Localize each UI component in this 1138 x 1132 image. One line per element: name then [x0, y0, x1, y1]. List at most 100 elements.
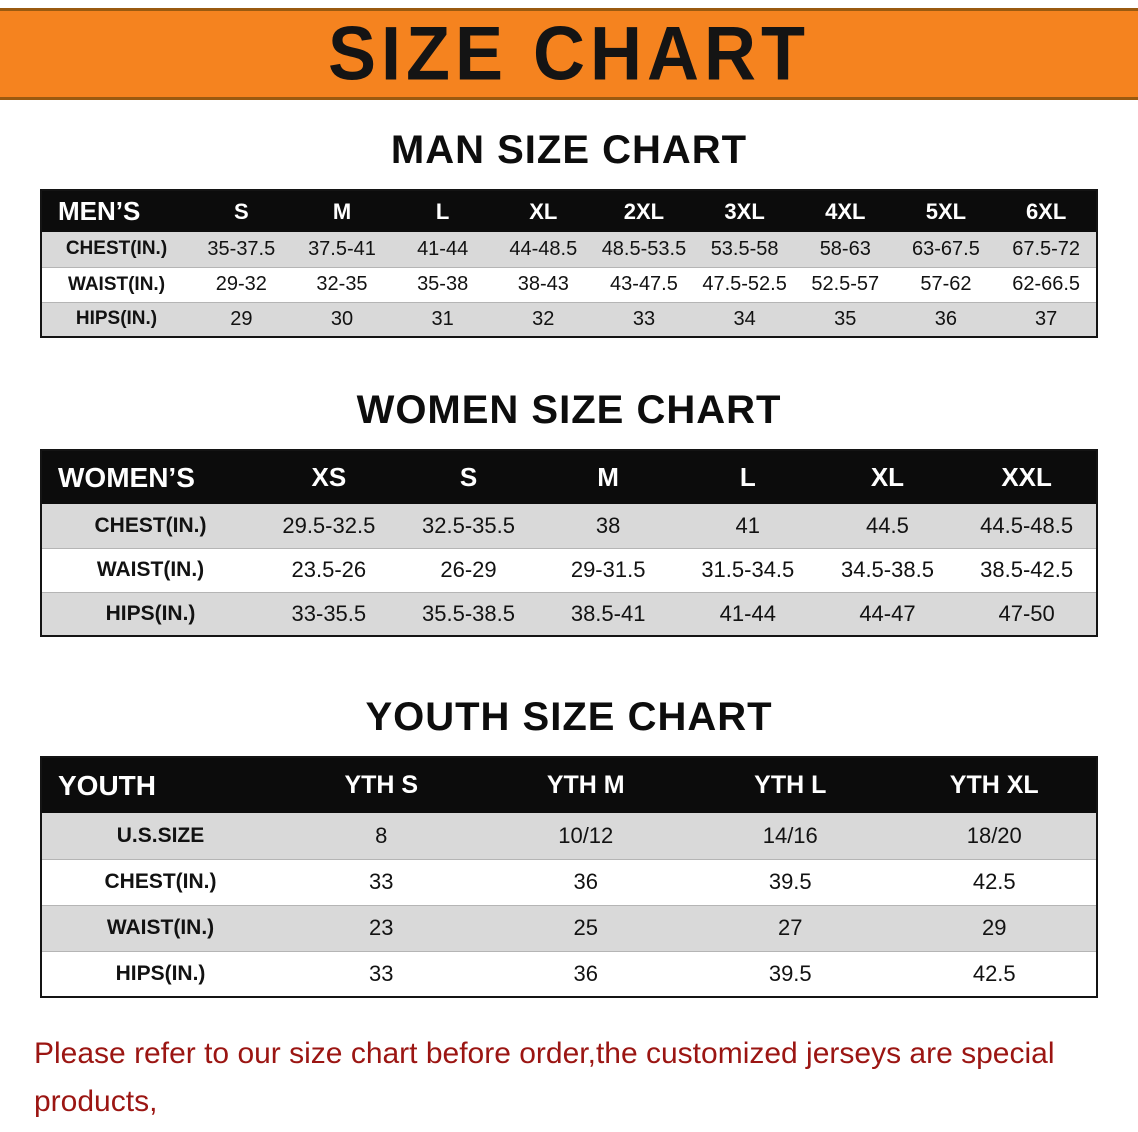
size-value-cell: 53.5-58	[710, 237, 779, 260]
table-title-cell: YOUTH	[58, 769, 156, 801]
size-value-cell: 31	[431, 307, 454, 330]
size-value-cell: 38.5-42.5	[980, 557, 1074, 582]
size-value-cell: 29-32	[215, 273, 267, 295]
size-value-cell: 42.5	[972, 869, 1016, 894]
page-title: SIZE CHART	[328, 11, 810, 97]
size-column-header: 4XL	[825, 198, 866, 224]
size-value-cell: 57-62	[920, 273, 972, 295]
size-value-cell: 39.5	[768, 960, 812, 986]
size-value-cell: 52.5-57	[811, 273, 880, 295]
size-column-header: 6XL	[1025, 198, 1067, 224]
table-row: WAIST(IN.) 23 25 27 29	[41, 905, 1097, 951]
size-value-cell: 36	[934, 307, 958, 330]
size-value-cell: 41	[735, 512, 761, 538]
size-value-cell: 48.5-53.5	[601, 237, 687, 260]
size-value-cell: 29-31.5	[570, 557, 646, 582]
size-value-cell: 44-47	[859, 600, 916, 626]
size-value-cell: 37	[1035, 307, 1058, 330]
size-value-cell: 33-35.5	[291, 600, 367, 626]
size-value-cell: 47-50	[998, 600, 1055, 626]
size-value-cell: 47.5-52.5	[702, 273, 787, 295]
size-column-header: L	[435, 198, 450, 224]
size-value-cell: 14/16	[762, 822, 818, 848]
size-value-cell: 41-44	[719, 600, 776, 626]
row-label-cell: CHEST(IN.)	[104, 870, 217, 893]
footer-note: Please refer to our size chart before or…	[0, 1030, 1138, 1132]
size-value-cell: 42.5	[972, 960, 1016, 986]
size-column-header: YTH L	[754, 771, 827, 799]
size-column-header: XL	[529, 198, 558, 224]
footer-line-2: we don’t accept cancel, change, teturn o…	[34, 1126, 1104, 1132]
row-label-cell: CHEST(IN.)	[94, 513, 207, 537]
size-value-cell: 33	[369, 869, 394, 894]
size-value-cell: 43-47.5	[610, 273, 678, 295]
footer-line-1: Please refer to our size chart before or…	[34, 1037, 1055, 1118]
row-label-cell: U.S.SIZE	[116, 823, 205, 847]
table-title-cell: MEN’S	[58, 196, 141, 226]
size-value-cell: 27	[778, 915, 803, 940]
table-row: HIPS(IN.) 33 36 39.5 42.5	[41, 951, 1097, 997]
size-value-cell: 32-35	[316, 273, 368, 295]
size-value-cell: 41-44	[417, 237, 469, 260]
table-row: CHEST(IN.) 35-37.5 37.5-41 41-44 44-48.5 48.5…	[41, 232, 1097, 267]
size-value-cell: 31.5-34.5	[701, 557, 795, 582]
size-value-cell: 30	[330, 307, 354, 330]
table-row: HIPS(IN.) 29 30 31 32 33 34 35 36 37	[41, 302, 1097, 337]
size-column-header: 2XL	[623, 198, 665, 224]
size-column-header: L	[739, 462, 756, 492]
size-value-cell: 33	[369, 960, 394, 986]
size-value-cell: 35-37.5	[207, 237, 276, 260]
size-column-header: 3XL	[724, 198, 765, 224]
youth-section-heading: YOUTH SIZE CHART	[365, 695, 773, 739]
size-value-cell: 23	[369, 915, 394, 940]
size-value-cell: 32	[532, 307, 555, 330]
size-column-header: M	[597, 462, 619, 492]
table-row: WAIST(IN.) 29-32 32-35 35-38 38-43 43-47.5 47.…	[41, 267, 1097, 302]
table-header-row: MEN’S S M L XL 2XL 3XL 4XL 5XL 6XL	[41, 190, 1097, 232]
size-value-cell: 67.5-72	[1012, 237, 1081, 260]
size-value-cell: 39.5	[768, 869, 812, 894]
size-column-header: YTH S	[344, 771, 419, 799]
row-label-cell: WAIST(IN.)	[96, 558, 205, 581]
size-value-cell: 10/12	[558, 822, 614, 848]
size-value-cell: 32.5-35.5	[422, 512, 515, 538]
table-row: CHEST(IN.) 33 36 39.5 42.5	[41, 859, 1097, 905]
row-label-cell: HIPS(IN.)	[105, 601, 196, 625]
youth-size-table: YOUTH YTH S YTH M YTH L YTH XL U.S.SIZE 8 10/12…	[40, 756, 1098, 998]
size-value-cell: 35	[834, 307, 857, 330]
men-section-heading: MAN SIZE CHART	[390, 128, 748, 172]
table-row: WAIST(IN.) 23.5-26 26-29 29-31.5 31.5-34.5 34…	[41, 548, 1097, 592]
size-column-header: S	[459, 462, 478, 492]
table-row: CHEST(IN.) 29.5-32.5 32.5-35.5 38 41 44.5 44.5…	[41, 504, 1097, 548]
table-header-row: YOUTH YTH S YTH M YTH L YTH XL	[41, 757, 1097, 813]
size-value-cell: 18/20	[966, 822, 1022, 848]
row-label-cell: WAIST(IN.)	[106, 916, 215, 939]
size-value-cell: 44-48.5	[509, 237, 578, 260]
row-label-cell: HIPS(IN.)	[75, 308, 158, 330]
size-value-cell: 33	[632, 307, 656, 330]
size-value-cell: 34.5-38.5	[840, 557, 934, 582]
women-size-table: WOMEN’S XS S M L XL XXL CHEST(IN.) 29.5-32.5 32.5…	[40, 449, 1098, 637]
size-value-cell: 38.5-41	[570, 600, 646, 626]
size-value-cell: 29	[230, 307, 253, 330]
size-column-header: YTH XL	[949, 771, 1039, 799]
size-column-header: 5XL	[925, 198, 967, 224]
size-value-cell: 37.5-41	[308, 237, 376, 260]
banner: SIZE CHART	[0, 8, 1138, 100]
size-value-cell: 36	[573, 869, 598, 894]
size-value-cell: 34	[733, 307, 756, 330]
size-value-cell: 35-38	[417, 273, 469, 295]
size-value-cell: 23.5-26	[291, 557, 367, 582]
size-value-cell: 8	[375, 822, 388, 848]
size-value-cell: 38	[595, 512, 621, 538]
size-value-cell: 58-63	[819, 237, 871, 260]
size-value-cell: 25	[573, 915, 598, 940]
size-value-cell: 44.5	[866, 512, 909, 538]
size-value-cell: 44.5-48.5	[980, 512, 1074, 538]
table-title-cell: WOMEN’S	[58, 461, 195, 493]
size-column-header: M	[332, 198, 352, 224]
size-value-cell: 29.5-32.5	[282, 512, 376, 538]
size-value-cell: 36	[573, 960, 598, 986]
size-column-header: XL	[870, 462, 905, 492]
